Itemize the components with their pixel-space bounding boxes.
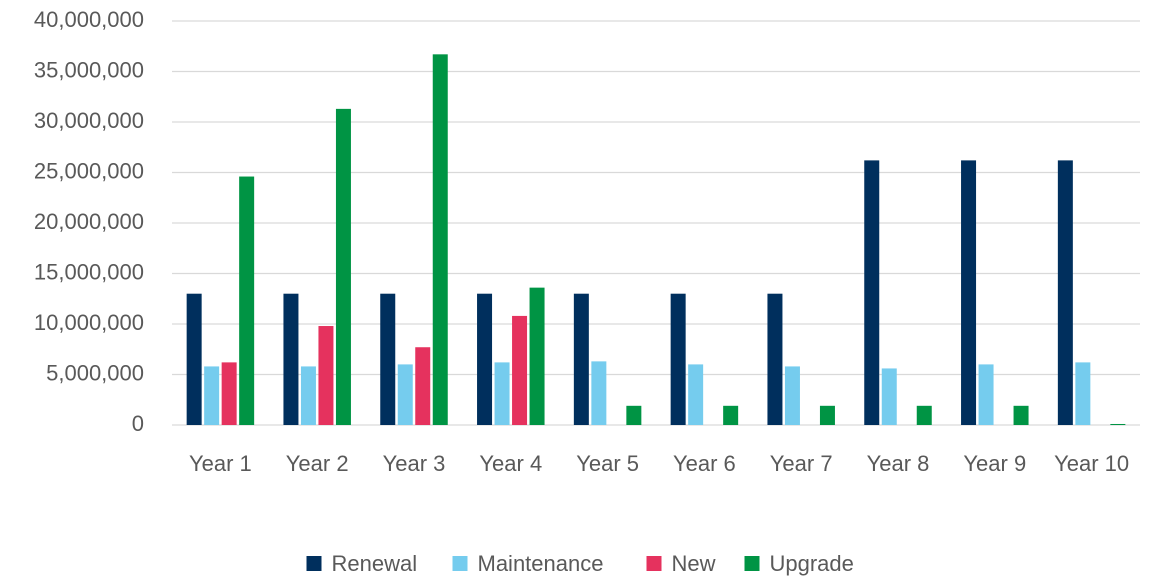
legend-label: Maintenance [478,551,604,576]
y-tick-label: 0 [132,411,144,436]
x-tick-label: Year 7 [770,451,833,476]
x-tick-label: Year 4 [479,451,542,476]
legend-label: New [672,551,716,576]
bar [300,366,316,425]
bar [1057,160,1073,425]
x-tick-label: Year 10 [1054,451,1129,476]
legend-swatch [744,556,760,571]
x-tick-label: Year 9 [963,451,1026,476]
bar [916,405,932,425]
bar [978,364,994,425]
bar [204,366,220,425]
bar [767,293,783,425]
x-tick-label: Year 1 [189,451,252,476]
bar [688,364,704,425]
y-tick-label: 35,000,000 [34,57,144,82]
legend-swatch [306,556,322,571]
y-tick-label: 30,000,000 [34,108,144,133]
bar [1013,405,1029,425]
y-tick-label: 10,000,000 [34,310,144,335]
legend-swatch [452,556,468,571]
bar [529,287,545,425]
bar [784,366,800,425]
bar [318,326,334,425]
y-tick-label: 20,000,000 [34,209,144,234]
legend-label: Upgrade [770,551,854,576]
x-tick-label: Year 5 [576,451,639,476]
bar [881,368,897,425]
bar [432,54,448,426]
bar [283,293,299,425]
bar [573,293,589,425]
bar [626,405,642,425]
x-tick-label: Year 8 [867,451,930,476]
bar [961,160,977,425]
x-tick-label: Year 6 [673,451,736,476]
bar [477,293,493,425]
bar [335,108,351,426]
bar [380,293,396,425]
bar [1110,423,1126,425]
y-tick-label: 15,000,000 [34,259,144,284]
y-tick-label: 40,000,000 [34,7,144,32]
bar [591,361,607,425]
legend-swatch [646,556,662,571]
bar [1075,362,1091,425]
bar [186,293,202,425]
x-tick-label: Year 3 [383,451,446,476]
bar [819,405,835,425]
bar [221,362,237,425]
bar [512,315,528,425]
bar [864,160,880,425]
bar [494,362,510,425]
x-tick-label: Year 2 [286,451,349,476]
bar [723,405,739,425]
bar [670,293,686,425]
legend-label: Renewal [332,551,418,576]
bar [239,176,255,425]
y-tick-label: 5,000,000 [46,360,144,385]
bar [397,364,413,425]
bar [415,347,431,425]
y-tick-label: 25,000,000 [34,158,144,183]
